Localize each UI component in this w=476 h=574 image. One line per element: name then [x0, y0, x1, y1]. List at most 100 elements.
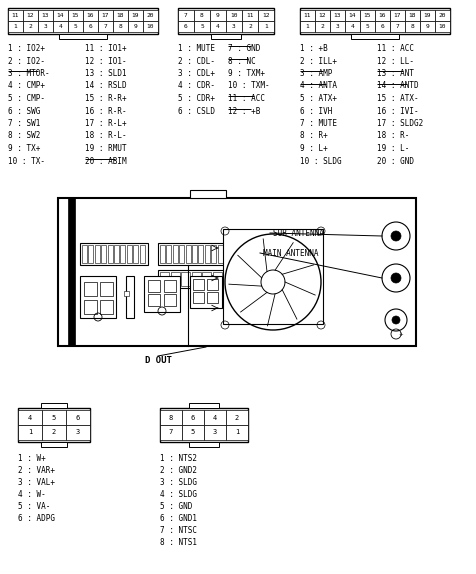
Bar [390, 10, 405, 21]
Bar [207, 292, 218, 303]
Bar [68, 10, 83, 21]
Text: 19: 19 [424, 13, 431, 18]
Bar [300, 21, 315, 32]
Bar [345, 10, 360, 21]
Text: 1: 1 [235, 429, 239, 436]
Bar [345, 21, 360, 32]
Text: 8: 8 [169, 414, 173, 421]
Bar [41, 403, 67, 408]
Text: 4: 4 [28, 414, 32, 421]
Text: 11: 11 [304, 13, 311, 18]
Text: D OUT: D OUT [145, 356, 171, 365]
Bar [242, 21, 258, 32]
Text: 9 : L+: 9 : L+ [300, 144, 328, 153]
Bar [330, 10, 345, 21]
Text: 12: 12 [27, 13, 34, 18]
Bar [258, 10, 274, 21]
Text: 10: 10 [439, 24, 446, 29]
Bar [8, 10, 23, 21]
Text: 5 : CMP-: 5 : CMP- [8, 94, 45, 103]
Bar [242, 10, 258, 21]
Text: 13: 13 [334, 13, 341, 18]
Text: 4 : CDR-: 4 : CDR- [178, 82, 215, 91]
Text: 9 : TX+: 9 : TX+ [8, 144, 40, 153]
Bar [192, 245, 197, 263]
Text: 4: 4 [213, 414, 217, 421]
Bar [315, 21, 330, 32]
Text: 7 : GND: 7 : GND [228, 44, 260, 53]
Text: 7: 7 [184, 13, 188, 18]
Text: 7: 7 [169, 429, 173, 436]
Text: 13 : SLD1: 13 : SLD1 [85, 69, 127, 78]
Text: 8: 8 [411, 24, 415, 29]
Bar [23, 10, 38, 21]
Text: 12: 12 [262, 13, 270, 18]
Text: 8: 8 [119, 24, 122, 29]
Bar [89, 245, 93, 263]
Text: 1: 1 [14, 24, 18, 29]
Bar [53, 21, 68, 32]
Bar [84, 300, 97, 314]
Text: 9 : TXM+: 9 : TXM+ [228, 69, 265, 78]
Bar [360, 10, 375, 21]
Bar [178, 10, 194, 21]
Text: 5: 5 [200, 24, 204, 29]
Text: 19: 19 [132, 13, 139, 18]
Text: 12 : +B: 12 : +B [228, 107, 260, 115]
Bar [148, 294, 160, 306]
Text: 6: 6 [89, 24, 92, 29]
Bar [95, 245, 100, 263]
Bar [258, 21, 274, 32]
Bar [198, 245, 203, 263]
Text: 3: 3 [44, 24, 48, 29]
Text: 13 : ANT: 13 : ANT [377, 69, 414, 78]
Circle shape [391, 273, 401, 283]
Text: 10: 10 [147, 24, 154, 29]
Bar [405, 10, 420, 21]
Bar [18, 410, 42, 425]
Text: 1: 1 [306, 24, 309, 29]
Text: 11 : ACC: 11 : ACC [228, 94, 265, 103]
Text: 8 : R+: 8 : R+ [300, 131, 328, 141]
Text: 8 : SW2: 8 : SW2 [8, 131, 40, 141]
Bar [188, 442, 219, 447]
Text: 18 : R-L-: 18 : R-L- [85, 131, 127, 141]
Bar [100, 282, 113, 296]
Text: 10: 10 [230, 13, 238, 18]
Bar [128, 21, 143, 32]
Text: 17: 17 [394, 13, 401, 18]
Text: 15: 15 [364, 13, 371, 18]
Text: 6: 6 [76, 414, 80, 421]
Text: 2 : GND2: 2 : GND2 [160, 466, 197, 475]
Text: 13: 13 [42, 13, 49, 18]
Text: 19 : L-: 19 : L- [377, 144, 409, 153]
Text: 2: 2 [321, 24, 324, 29]
Bar [173, 245, 178, 263]
Text: 12 : IO1-: 12 : IO1- [85, 56, 127, 65]
Bar [80, 276, 116, 318]
Text: 4 : W-: 4 : W- [18, 490, 46, 499]
Bar [375, 21, 390, 32]
Text: 17: 17 [102, 13, 109, 18]
Text: 1: 1 [264, 24, 268, 29]
Text: 15 : R-R+: 15 : R-R+ [85, 94, 127, 103]
Bar [375, 10, 390, 21]
Text: 20: 20 [439, 13, 446, 18]
Text: 14 : RSLD: 14 : RSLD [85, 82, 127, 91]
Text: 2 : ILL+: 2 : ILL+ [300, 56, 337, 65]
Bar [38, 10, 53, 21]
Bar [42, 410, 66, 425]
Text: 17 : SLDG2: 17 : SLDG2 [377, 119, 423, 128]
Bar [226, 10, 242, 21]
Bar [8, 21, 23, 32]
Text: 11: 11 [12, 13, 19, 18]
Text: 5 : CDR+: 5 : CDR+ [178, 94, 215, 103]
Bar [126, 276, 134, 318]
Text: 20 : GND: 20 : GND [377, 157, 414, 165]
Bar [435, 21, 450, 32]
Bar [114, 245, 119, 263]
Text: 1 : MUTE: 1 : MUTE [178, 44, 215, 53]
Text: 7 : SW1: 7 : SW1 [8, 119, 40, 128]
Text: 3: 3 [213, 429, 217, 436]
Bar [226, 410, 248, 425]
